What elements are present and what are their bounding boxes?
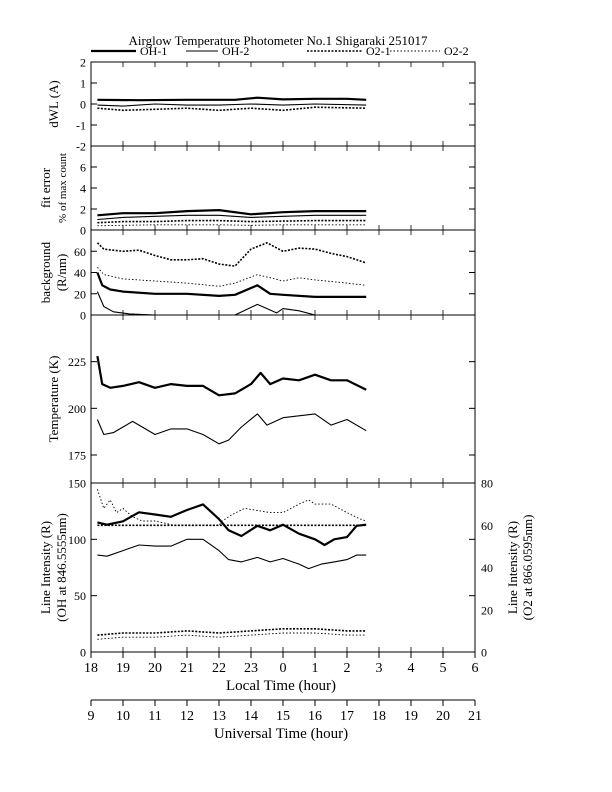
panel-fit_error: 0 2 4 6 fit error % of max count (38, 145, 476, 238)
ytick-label: 175 (68, 449, 86, 463)
local-time-tick-label: 18 (84, 661, 98, 676)
legend-label-o2-2: O2-2 (444, 44, 469, 58)
y2tick-label: 40 (481, 561, 493, 575)
panel-frame-temperature (90, 314, 476, 484)
series-o2-1-low-line (97, 628, 367, 636)
local-time-tick-label: 6 (472, 661, 479, 676)
panels: -2 -1 0 1 2 dWL (A) 0 2 4 6 fit error % of max coun… (38, 56, 535, 660)
ut-tick-label: 11 (148, 709, 161, 724)
ut-tick-label: 10 (116, 709, 130, 724)
ytick-label: 20 (74, 287, 86, 301)
series-oh-1-line (97, 209, 367, 217)
ytick-label: 150 (68, 477, 86, 491)
series-o2-1-line (96, 242, 367, 267)
ut-tick-label: 17 (340, 709, 354, 724)
y2-axis-label: Line Intensity (R) (505, 521, 520, 614)
y2tick-label: 20 (481, 603, 493, 617)
ytick-label: 60 (74, 245, 86, 259)
y-axis-label-2: (R/nm) (54, 254, 69, 292)
ut-tick-label: 15 (276, 709, 290, 724)
series-oh-1-line (97, 96, 367, 102)
ytick-label: 2 (80, 203, 86, 217)
ut-tick-label: 12 (180, 709, 194, 724)
series-o2-2-line (96, 489, 367, 526)
series-oh-1-line (96, 355, 367, 397)
series-oh-2-line (97, 538, 367, 570)
ut-tick-label: 9 (88, 709, 95, 724)
ut-tick-label: 18 (372, 709, 386, 724)
ut-axis-label: Universal Time (hour) (214, 726, 348, 742)
y-axis-label-2: (OH at 846.5555nm) (54, 513, 69, 622)
legend: OH-1 OH-2 O2-1 O2-2 (91, 44, 469, 58)
y2tick-label: 80 (481, 477, 493, 491)
y-axis-label: dWL (A) (46, 80, 61, 128)
ut-tick-label: 21 (468, 709, 482, 724)
local-time-tick-label: 19 (116, 661, 130, 676)
ytick-label: 1 (80, 77, 86, 91)
ytick-label: -2 (76, 140, 86, 154)
ut-tick-label: 16 (308, 709, 322, 724)
ytick-label: -1 (76, 119, 86, 133)
panel-temperature: 175 200 225 Temperature (K) (46, 314, 476, 484)
ytick-label: 0 (80, 224, 86, 238)
local-time-tick-label: 2 (344, 661, 351, 676)
ut-tick-label: 20 (436, 709, 450, 724)
panel-frame-background (90, 229, 476, 316)
local-time-tick-label: 22 (212, 661, 226, 676)
ytick-label: 0 (80, 309, 86, 323)
panel-frame-line_intensity (90, 482, 476, 653)
series-o2-2-line (97, 224, 367, 227)
ytick-label: 200 (68, 402, 86, 416)
series-oh-2-line (97, 214, 367, 221)
series-o2-1-line (97, 106, 367, 112)
ytick-label: 0 (80, 98, 86, 112)
y-axis-label: Temperature (K) (46, 356, 61, 443)
series-oh-1-line (96, 272, 367, 298)
ut-tick-label: 13 (212, 709, 226, 724)
y2tick-label: 0 (481, 646, 487, 660)
y2tick-label: 60 (481, 519, 493, 533)
ytick-label: 4 (80, 182, 86, 196)
local-time-tick-label: 5 (440, 661, 447, 676)
legend-label-oh-2: OH-2 (222, 44, 249, 58)
ytick-label: 100 (68, 533, 86, 547)
ytick-label: 225 (68, 355, 86, 369)
local-time-axis-label: Local Time (hour) (226, 678, 336, 694)
local-time-tick-label: 21 (180, 661, 194, 676)
ytick-label: 50 (74, 589, 86, 603)
y-axis-label-2: % of max count (57, 153, 69, 223)
ytick-label: 2 (80, 56, 86, 70)
local-time-tick-label: 4 (408, 661, 415, 676)
local-time-tick-label: 23 (244, 661, 258, 676)
local-time-tick-label: 1 (312, 661, 319, 676)
panel-dwl: -2 -1 0 1 2 dWL (A) (46, 56, 476, 154)
y-axis-label: fit error (38, 167, 53, 208)
series-o2-2-line (97, 266, 367, 287)
series-oh-2-line (97, 103, 367, 107)
local-time-tick-label: 0 (280, 661, 287, 676)
chart-title: Airglow Temperature Photometer No.1 Shig… (129, 33, 429, 48)
ut-tick-label: 14 (244, 709, 258, 724)
series-o2-1-line (97, 219, 367, 224)
series-oh-1-line (97, 503, 367, 547)
ut-tick-label: 19 (404, 709, 418, 724)
y2-axis-label-2: (O2 at 866.0595nm) (520, 515, 535, 621)
local-time-tick-label: 3 (376, 661, 383, 676)
local-time-tick-label: 20 (148, 661, 162, 676)
legend-label-o2-1: O2-1 (366, 44, 391, 58)
series-oh-2-line (96, 291, 367, 316)
y-axis-label: background (38, 241, 53, 303)
legend-label-oh-1: OH-1 (140, 44, 167, 58)
series-o2-2-low-line (97, 632, 367, 640)
panel-background: 0 20 40 60 background (R/nm) (38, 229, 476, 323)
panel-frame-fit_error (90, 145, 476, 231)
ytick-label: 40 (74, 266, 86, 280)
y-axis-label: Line Intensity (R) (38, 521, 53, 614)
ytick-label: 0 (80, 646, 86, 660)
ytick-label: 6 (80, 161, 86, 175)
series-oh-2-line (96, 413, 367, 445)
